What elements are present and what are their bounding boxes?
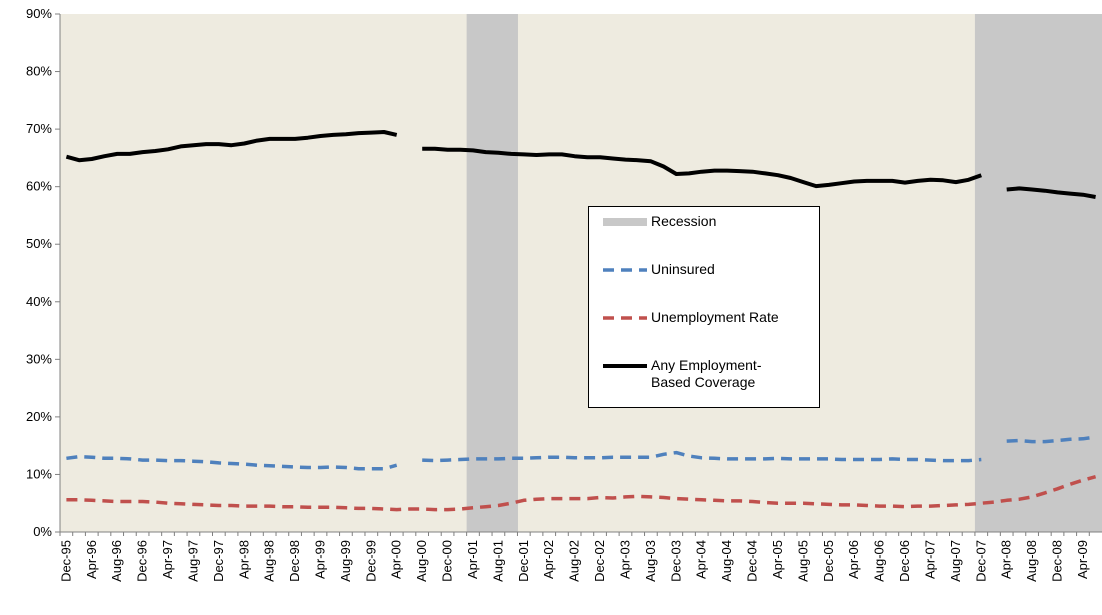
x-tick-label: Apr-01	[465, 540, 480, 579]
recession-bar	[1000, 14, 1014, 532]
x-tick-label: Aug-96	[109, 540, 124, 582]
recession-bar	[974, 14, 989, 532]
series-line	[66, 475, 1097, 512]
x-tick-label: Apr-09	[1075, 540, 1090, 579]
x-tick-label: Aug-08	[1024, 540, 1039, 582]
x-tick-label: Apr-03	[617, 540, 632, 579]
x-tick-label: Dec-01	[516, 540, 531, 582]
series-line	[65, 130, 1096, 199]
x-tick-label: Aug-03	[643, 540, 658, 582]
plot-area	[60, 14, 1102, 532]
x-tick-label: Apr-06	[846, 540, 861, 579]
legend-item: Uninsured	[599, 261, 819, 309]
x-tick-label: Aug-02	[567, 540, 582, 582]
x-tick-label: Dec-98	[287, 540, 302, 582]
x-tick-label: Dec-06	[897, 540, 912, 582]
x-tick-label: Dec-02	[592, 540, 607, 582]
recession-bar	[479, 14, 493, 532]
legend-swatch	[603, 218, 647, 226]
x-tick-label: Dec-08	[1050, 540, 1065, 582]
x-tick-label: Apr-00	[389, 540, 404, 579]
y-tick-label: 0%	[33, 524, 52, 539]
x-tick-label: Dec-99	[363, 540, 378, 582]
recession-bar	[1051, 14, 1065, 532]
legend-item: Recession	[599, 213, 819, 261]
y-tick-label: 90%	[26, 6, 52, 21]
x-tick-label: Aug-00	[414, 540, 429, 582]
x-tick-label: Apr-08	[999, 540, 1014, 579]
recession-bar	[987, 14, 1001, 532]
x-tick-label: Aug-05	[795, 540, 810, 582]
y-tick-label: 40%	[26, 294, 52, 309]
x-tick-label: Apr-99	[313, 540, 328, 579]
legend-label: Any Employment-Based Coverage	[651, 357, 762, 390]
x-tick-label: Aug-98	[262, 540, 277, 582]
legend-swatch	[603, 316, 647, 320]
x-tick-label: Dec-95	[58, 540, 73, 582]
x-tick-label: Dec-96	[135, 540, 150, 582]
legend-swatch-box	[603, 218, 647, 226]
y-tick-label: 70%	[26, 121, 52, 136]
series-line	[66, 435, 1096, 471]
x-tick-label: Apr-98	[236, 540, 251, 579]
y-tick-label: 30%	[26, 351, 52, 366]
y-tick-label: 50%	[26, 236, 52, 251]
legend-label: Recession	[651, 213, 717, 229]
legend-swatch	[603, 364, 647, 368]
recession-bar	[1076, 14, 1090, 532]
y-tick-label: 10%	[26, 466, 52, 481]
recession-bar	[466, 14, 480, 532]
x-tick-label: Dec-07	[973, 540, 988, 582]
legend: Recession Uninsured Unemployment Rate Any E…	[588, 206, 820, 408]
x-tick-label: Apr-07	[922, 540, 937, 579]
x-tick-label: Dec-97	[211, 540, 226, 582]
legend-swatch	[603, 268, 647, 272]
legend-label: Unemployment Rate	[651, 309, 779, 325]
recession-bar	[1063, 14, 1078, 532]
recession-bar	[1013, 14, 1027, 532]
y-tick-label: 20%	[26, 409, 52, 424]
x-tick-label: Aug-06	[872, 540, 887, 582]
legend-label: Uninsured	[651, 261, 715, 277]
legend-item: Any Employment-Based Coverage	[599, 357, 819, 405]
x-tick-label: Dec-04	[745, 540, 760, 582]
x-tick-label: Aug-07	[948, 540, 963, 582]
y-tick-label: 80%	[26, 64, 52, 79]
recession-bar	[1025, 14, 1039, 532]
x-tick-label: Apr-96	[84, 540, 99, 579]
x-tick-label: Apr-02	[541, 540, 556, 579]
recession-bar	[1089, 14, 1102, 532]
x-tick-label: Aug-04	[719, 540, 734, 582]
x-tick-label: Apr-05	[770, 540, 785, 579]
x-tick-label: Dec-05	[821, 540, 836, 582]
legend-item: Unemployment Rate	[599, 309, 819, 357]
x-tick-label: Aug-97	[185, 540, 200, 582]
x-tick-label: Apr-97	[160, 540, 175, 579]
x-tick-label: Aug-01	[490, 540, 505, 582]
x-tick-label: Dec-00	[440, 540, 455, 582]
recession-bar	[504, 14, 518, 532]
x-tick-label: Aug-99	[338, 540, 353, 582]
x-tick-label: Apr-04	[694, 540, 709, 579]
y-tick-label: 60%	[26, 179, 52, 194]
recession-bar	[1038, 14, 1052, 532]
recession-bar	[492, 14, 506, 532]
x-tick-label: Dec-03	[668, 540, 683, 582]
